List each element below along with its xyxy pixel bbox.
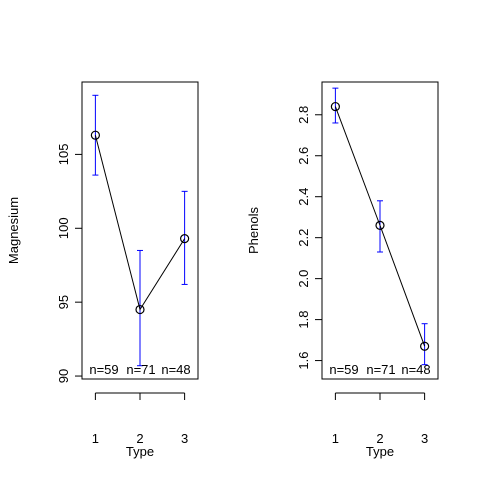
y-tick-label: 2.2 xyxy=(296,229,311,247)
mean-point xyxy=(180,234,190,244)
error-bar xyxy=(332,87,339,124)
x-axis-label: Type xyxy=(126,444,154,459)
y-tick-label: 1.6 xyxy=(296,352,311,370)
panel-magnesium: 90 95 100 105 1 2 3 Type Magnesium n=59 n=71 n=48 xyxy=(6,81,199,459)
panel-phenols: 1.6 1.8 2.0 2.2 2.4 2.6 2.8 1 2 3 Type Phenols n=59 n… xyxy=(246,81,439,459)
mean-point xyxy=(330,101,340,112)
mean-line xyxy=(94,135,186,311)
y-tick-label: 100 xyxy=(56,217,71,239)
y-axis-label: Magnesium xyxy=(6,197,21,264)
sample-size-label: n=71 xyxy=(366,362,395,377)
x-axis-label: Type xyxy=(366,444,394,459)
mean-line xyxy=(334,106,426,347)
mean-point xyxy=(420,341,430,351)
plot-frame xyxy=(81,81,199,380)
sample-size-label: n=59 xyxy=(89,362,118,377)
y-tick-label: 2.0 xyxy=(296,270,311,288)
mean-point xyxy=(90,130,100,140)
sample-size-label: n=59 xyxy=(329,362,358,377)
x-tick-label: 1 xyxy=(92,431,99,446)
x-tick-label: 2 xyxy=(136,431,143,446)
y-tick-label: 2.8 xyxy=(296,106,311,124)
y-axis-label: Phenols xyxy=(246,207,261,254)
sample-size-label: n=71 xyxy=(126,362,155,377)
error-bar xyxy=(421,323,428,366)
y-tick-label: 95 xyxy=(56,295,71,309)
mean-point xyxy=(135,304,145,315)
y-tick-label: 2.6 xyxy=(296,147,311,165)
x-tick-label: 3 xyxy=(181,431,188,446)
y-tick-label: 105 xyxy=(56,144,71,166)
x-tick-label: 1 xyxy=(332,431,339,446)
y-tick-label: 90 xyxy=(56,369,71,383)
mean-point xyxy=(375,220,385,230)
plot-frame xyxy=(321,81,439,380)
x-tick-label: 2 xyxy=(376,431,383,446)
sample-size-label: n=48 xyxy=(161,362,190,377)
y-tick-label: 1.8 xyxy=(296,311,311,329)
y-tick-label: 2.4 xyxy=(296,188,311,206)
sample-size-label: n=48 xyxy=(401,362,430,377)
x-tick-label: 3 xyxy=(421,431,428,446)
error-bar xyxy=(181,190,188,285)
